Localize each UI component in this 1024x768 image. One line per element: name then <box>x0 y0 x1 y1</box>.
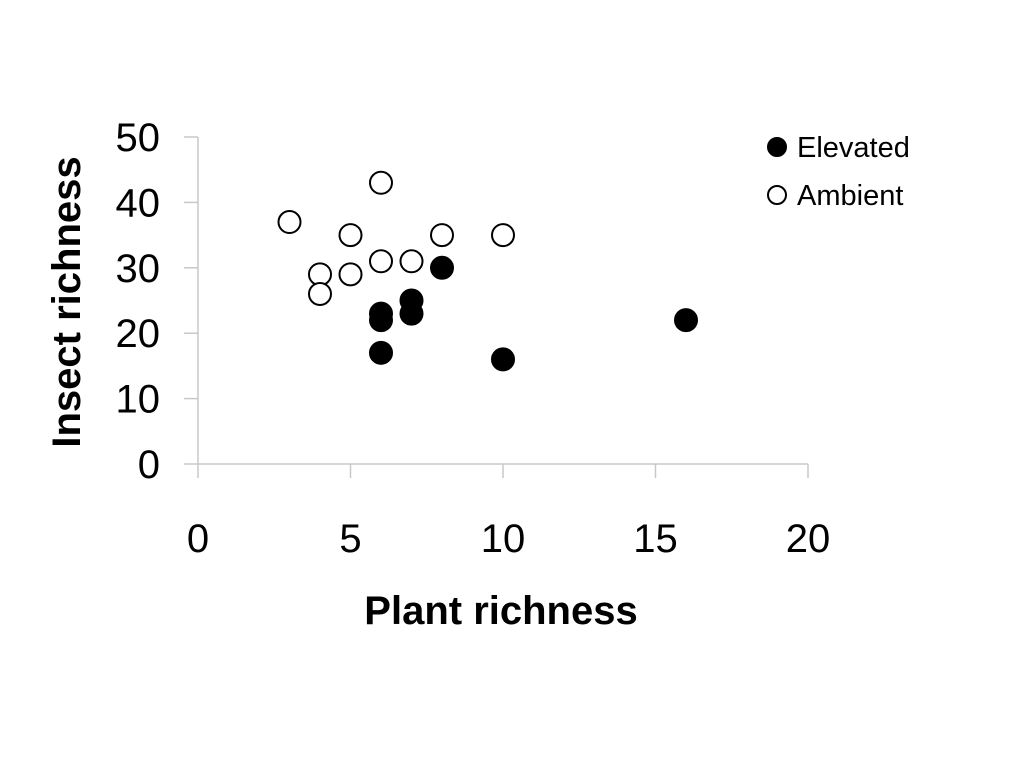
elevated-point <box>399 301 424 326</box>
x-ticks: 0 5 10 15 20 <box>187 464 830 561</box>
y-tick-label: 10 <box>116 378 161 422</box>
x-tick-label: 0 <box>187 517 209 561</box>
y-tick-label: 40 <box>116 181 161 225</box>
x-tick-label: 10 <box>481 517 526 561</box>
ambient-point <box>369 249 393 274</box>
ambient-point <box>399 249 424 274</box>
elevated-point <box>369 340 393 365</box>
legend: Elevated Ambient <box>767 132 910 212</box>
ambient-point <box>369 170 393 195</box>
legend-marker-ambient <box>767 185 787 205</box>
y-axis-title: Insect richness <box>45 156 89 447</box>
elevated-point <box>430 255 454 280</box>
axes: 0 10 20 30 40 50 0 5 10 15 20 <box>116 116 831 561</box>
y-tick-label: 0 <box>138 443 160 487</box>
x-axis-title: Plant richness <box>364 589 637 633</box>
y-tick-label: 20 <box>116 312 161 356</box>
y-ticks: 0 10 20 30 40 50 <box>116 116 198 487</box>
elevated-point <box>491 347 515 372</box>
x-tick-label: 20 <box>786 517 831 561</box>
ambient-point <box>338 262 363 287</box>
data-points <box>277 170 698 372</box>
ambient-point <box>277 210 302 235</box>
x-tick-label: 5 <box>339 517 361 561</box>
x-tick-label: 15 <box>633 517 678 561</box>
legend-marker-elevated <box>767 137 787 157</box>
legend-label-ambient: Ambient <box>797 180 903 212</box>
ambient-point <box>338 223 363 248</box>
y-tick-label: 30 <box>116 247 161 291</box>
y-tick-label: 50 <box>116 116 161 160</box>
ambient-point <box>491 223 515 248</box>
ambient-point <box>308 281 332 306</box>
legend-label-elevated: Elevated <box>797 132 910 164</box>
elevated-point <box>369 308 393 333</box>
ambient-point <box>430 223 454 248</box>
elevated-point <box>674 308 698 333</box>
